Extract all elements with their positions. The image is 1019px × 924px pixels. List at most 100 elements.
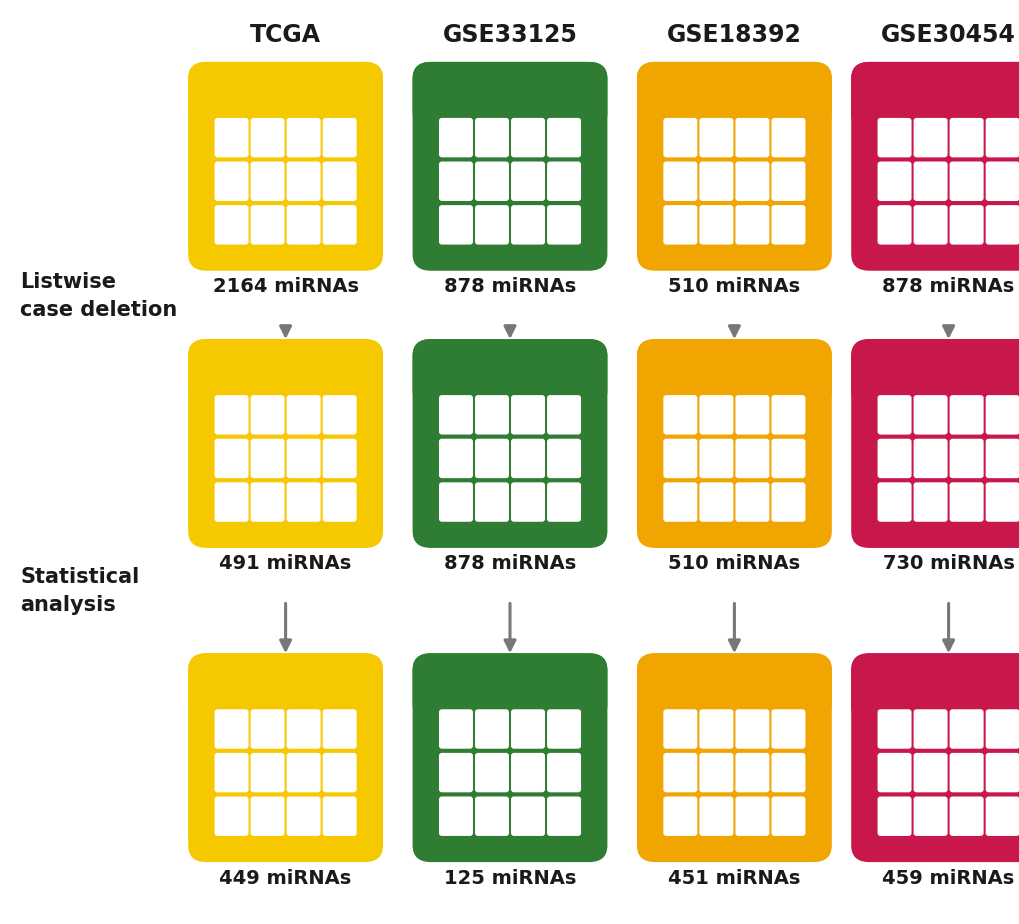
- FancyBboxPatch shape: [662, 118, 697, 157]
- FancyBboxPatch shape: [511, 162, 544, 201]
- FancyBboxPatch shape: [984, 162, 1019, 201]
- FancyBboxPatch shape: [412, 339, 607, 407]
- FancyBboxPatch shape: [851, 339, 1019, 407]
- FancyBboxPatch shape: [286, 439, 320, 479]
- FancyBboxPatch shape: [412, 62, 607, 130]
- FancyBboxPatch shape: [189, 62, 383, 271]
- FancyBboxPatch shape: [322, 796, 357, 836]
- FancyBboxPatch shape: [662, 482, 697, 522]
- FancyBboxPatch shape: [636, 339, 832, 407]
- FancyBboxPatch shape: [475, 710, 508, 748]
- FancyBboxPatch shape: [699, 482, 733, 522]
- Text: 459 miRNAs: 459 miRNAs: [881, 869, 1014, 888]
- FancyBboxPatch shape: [475, 118, 508, 157]
- FancyBboxPatch shape: [511, 439, 544, 479]
- FancyBboxPatch shape: [876, 395, 911, 434]
- FancyBboxPatch shape: [984, 482, 1019, 522]
- FancyBboxPatch shape: [699, 439, 733, 479]
- FancyBboxPatch shape: [214, 118, 249, 157]
- FancyBboxPatch shape: [251, 118, 284, 157]
- FancyBboxPatch shape: [699, 118, 733, 157]
- FancyBboxPatch shape: [770, 753, 805, 793]
- FancyBboxPatch shape: [286, 162, 320, 201]
- FancyBboxPatch shape: [546, 205, 581, 245]
- FancyBboxPatch shape: [438, 162, 473, 201]
- FancyBboxPatch shape: [876, 439, 911, 479]
- FancyBboxPatch shape: [984, 439, 1019, 479]
- Text: 510 miRNAs: 510 miRNAs: [667, 554, 800, 574]
- FancyBboxPatch shape: [251, 205, 284, 245]
- FancyBboxPatch shape: [475, 395, 508, 434]
- FancyBboxPatch shape: [913, 482, 947, 522]
- FancyBboxPatch shape: [851, 653, 1019, 722]
- Text: TCGA: TCGA: [250, 23, 321, 47]
- FancyBboxPatch shape: [322, 710, 357, 748]
- FancyBboxPatch shape: [438, 796, 473, 836]
- FancyBboxPatch shape: [913, 162, 947, 201]
- FancyBboxPatch shape: [286, 118, 320, 157]
- FancyBboxPatch shape: [662, 162, 697, 201]
- FancyBboxPatch shape: [511, 205, 544, 245]
- Text: 510 miRNAs: 510 miRNAs: [667, 277, 800, 297]
- FancyBboxPatch shape: [662, 395, 697, 434]
- Text: GSE30454: GSE30454: [880, 23, 1015, 47]
- FancyBboxPatch shape: [984, 205, 1019, 245]
- FancyBboxPatch shape: [636, 62, 832, 271]
- FancyBboxPatch shape: [913, 710, 947, 748]
- FancyBboxPatch shape: [735, 710, 768, 748]
- FancyBboxPatch shape: [770, 482, 805, 522]
- FancyBboxPatch shape: [214, 482, 249, 522]
- Polygon shape: [206, 687, 365, 710]
- Text: 125 miRNAs: 125 miRNAs: [443, 869, 576, 888]
- FancyBboxPatch shape: [286, 482, 320, 522]
- Text: 878 miRNAs: 878 miRNAs: [443, 554, 576, 574]
- FancyBboxPatch shape: [949, 796, 982, 836]
- FancyBboxPatch shape: [876, 205, 911, 245]
- FancyBboxPatch shape: [876, 482, 911, 522]
- FancyBboxPatch shape: [949, 205, 982, 245]
- FancyBboxPatch shape: [546, 710, 581, 748]
- FancyBboxPatch shape: [735, 395, 768, 434]
- FancyBboxPatch shape: [475, 439, 508, 479]
- Polygon shape: [655, 96, 813, 118]
- Text: GSE33125: GSE33125: [442, 23, 577, 47]
- FancyBboxPatch shape: [438, 710, 473, 748]
- Polygon shape: [431, 373, 589, 395]
- FancyBboxPatch shape: [984, 796, 1019, 836]
- FancyBboxPatch shape: [735, 205, 768, 245]
- FancyBboxPatch shape: [913, 439, 947, 479]
- Text: 2164 miRNAs: 2164 miRNAs: [212, 277, 359, 297]
- FancyBboxPatch shape: [662, 753, 697, 793]
- FancyBboxPatch shape: [770, 205, 805, 245]
- FancyBboxPatch shape: [851, 339, 1019, 548]
- FancyBboxPatch shape: [322, 395, 357, 434]
- FancyBboxPatch shape: [286, 205, 320, 245]
- Polygon shape: [655, 687, 813, 710]
- FancyBboxPatch shape: [251, 753, 284, 793]
- FancyBboxPatch shape: [251, 162, 284, 201]
- FancyBboxPatch shape: [876, 753, 911, 793]
- FancyBboxPatch shape: [876, 162, 911, 201]
- FancyBboxPatch shape: [214, 796, 249, 836]
- FancyBboxPatch shape: [770, 162, 805, 201]
- FancyBboxPatch shape: [735, 753, 768, 793]
- FancyBboxPatch shape: [735, 482, 768, 522]
- FancyBboxPatch shape: [322, 753, 357, 793]
- FancyBboxPatch shape: [322, 162, 357, 201]
- Polygon shape: [655, 373, 813, 395]
- FancyBboxPatch shape: [251, 796, 284, 836]
- Text: 730 miRNAs: 730 miRNAs: [881, 554, 1014, 574]
- FancyBboxPatch shape: [189, 653, 383, 722]
- FancyBboxPatch shape: [546, 439, 581, 479]
- FancyBboxPatch shape: [475, 753, 508, 793]
- FancyBboxPatch shape: [251, 439, 284, 479]
- FancyBboxPatch shape: [851, 653, 1019, 862]
- Polygon shape: [869, 373, 1019, 395]
- FancyBboxPatch shape: [949, 710, 982, 748]
- Polygon shape: [431, 687, 589, 710]
- FancyBboxPatch shape: [475, 162, 508, 201]
- FancyBboxPatch shape: [984, 710, 1019, 748]
- FancyBboxPatch shape: [913, 118, 947, 157]
- FancyBboxPatch shape: [214, 162, 249, 201]
- Polygon shape: [206, 373, 365, 395]
